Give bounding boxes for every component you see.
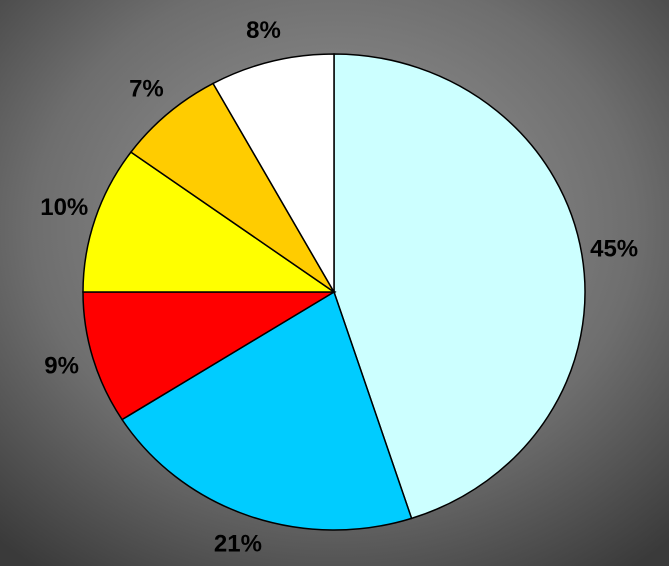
value-label: 21% — [214, 530, 262, 557]
pie-slice — [82, 291, 337, 421]
value-label: 7% — [129, 76, 164, 103]
value-label: 10% — [40, 194, 88, 221]
pie-slice — [82, 151, 337, 293]
value-label: 9% — [44, 352, 79, 379]
pie-slice — [129, 82, 335, 293]
pie-slice — [212, 53, 335, 295]
value-label: 8% — [246, 17, 281, 44]
pie-slice — [333, 53, 586, 520]
pie-slice — [121, 290, 413, 531]
value-label: 45% — [590, 235, 638, 262]
